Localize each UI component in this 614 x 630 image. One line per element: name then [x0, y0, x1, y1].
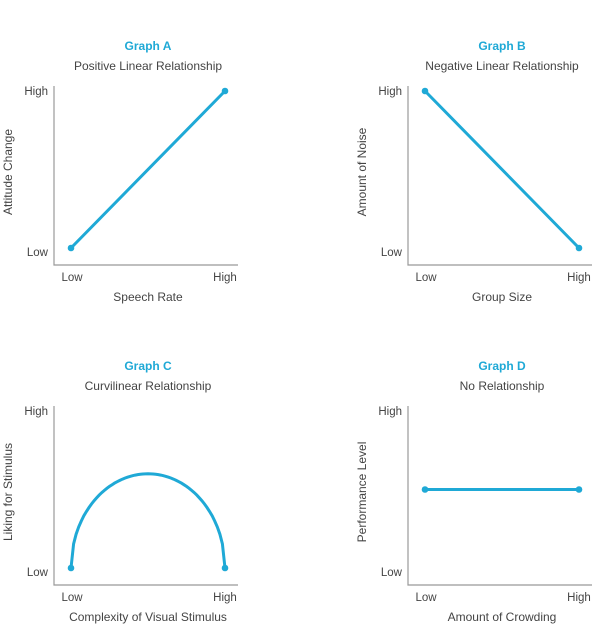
y-tick-label: Low — [27, 567, 49, 579]
x-axis-label: Complexity of Visual Stimulus — [69, 610, 227, 624]
series-line — [69, 89, 227, 250]
y-axis-label: Amount of Noise — [355, 127, 369, 216]
x-axis-label: Amount of Crowding — [448, 610, 557, 624]
chart-title: Graph C — [124, 359, 172, 373]
chart-subtitle: Positive Linear Relationship — [74, 59, 222, 73]
series-line — [423, 89, 581, 250]
x-tick-label: High — [213, 272, 237, 284]
y-tick-label: High — [378, 406, 402, 418]
data-point — [421, 87, 429, 95]
y-tick-label: Low — [381, 247, 403, 259]
chart-subtitle: Curvilinear Relationship — [85, 379, 212, 393]
data-point — [221, 87, 229, 95]
y-axis-label: Attitude Change — [1, 129, 15, 215]
x-tick-label: Low — [415, 272, 437, 284]
data-point — [221, 564, 229, 572]
series-line — [69, 472, 227, 570]
chart-title: Graph A — [125, 39, 172, 53]
panel-graph-b: Graph B Negative Linear Relationship High L… — [355, 39, 592, 304]
y-tick-label: High — [24, 406, 48, 418]
x-tick-label: High — [213, 592, 237, 604]
axes — [53, 406, 238, 586]
y-tick-label: High — [378, 86, 402, 98]
chart-subtitle: No Relationship — [460, 379, 545, 393]
x-tick-label: Low — [61, 272, 83, 284]
panel-graph-c: Graph C Curvilinear Relationship High Low Lo… — [1, 359, 238, 624]
y-tick-label: Low — [381, 567, 403, 579]
data-point — [67, 564, 75, 572]
x-axis-label: Group Size — [472, 290, 532, 304]
data-point — [575, 486, 583, 493]
y-axis-label: Performance Level — [355, 442, 369, 543]
panel-graph-d: Graph D No Relationship High Low Low High Amou… — [355, 359, 592, 624]
x-tick-label: Low — [415, 592, 437, 604]
x-axis-label: Speech Rate — [113, 290, 183, 304]
x-tick-label: High — [567, 272, 591, 284]
data-point — [67, 244, 75, 252]
data-point — [575, 244, 583, 252]
axes — [53, 86, 238, 266]
panel-graph-a: Graph A Positive Linear Relationship High L… — [1, 39, 238, 304]
chart-subtitle: Negative Linear Relationship — [425, 59, 579, 73]
axes — [407, 86, 592, 266]
axes — [407, 406, 592, 586]
x-tick-label: High — [567, 592, 591, 604]
y-tick-label: Low — [27, 247, 49, 259]
y-axis-label: Liking for Stimulus — [1, 443, 15, 541]
data-point — [421, 486, 429, 493]
y-tick-label: High — [24, 86, 48, 98]
chart-title: Graph D — [478, 359, 526, 373]
chart-title: Graph B — [478, 39, 526, 53]
x-tick-label: Low — [61, 592, 83, 604]
